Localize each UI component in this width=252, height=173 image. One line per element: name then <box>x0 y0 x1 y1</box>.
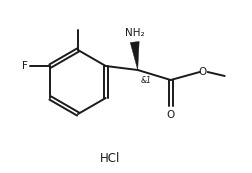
Text: HCl: HCl <box>100 152 120 165</box>
Text: F: F <box>22 61 28 71</box>
Text: NH₂: NH₂ <box>124 28 144 38</box>
Text: O: O <box>198 67 206 77</box>
Text: O: O <box>166 110 174 120</box>
Polygon shape <box>130 42 139 70</box>
Text: &1: &1 <box>140 76 151 85</box>
